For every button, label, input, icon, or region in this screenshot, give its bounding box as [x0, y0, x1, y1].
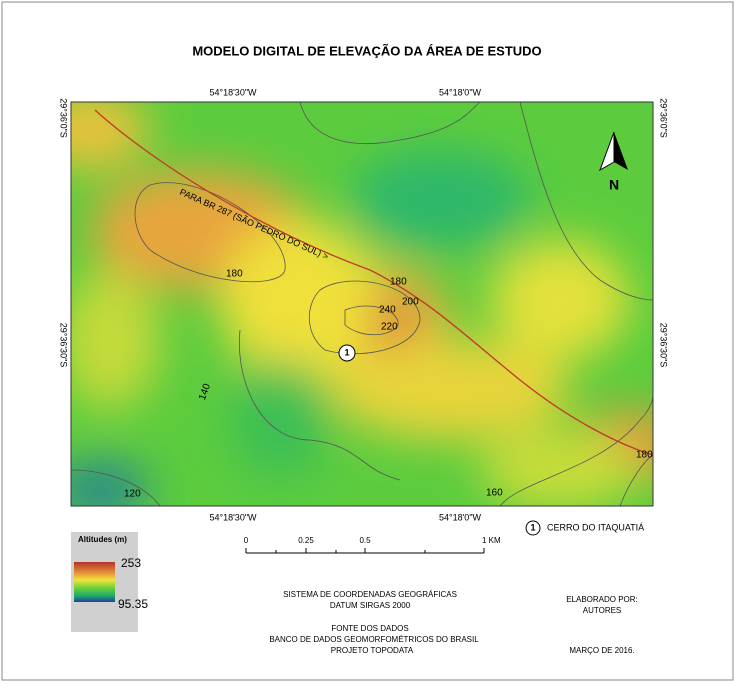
north-arrow: N — [599, 131, 628, 193]
title: MODELO DIGITAL DE ELEVAÇÃO DA ÁREA DE ES… — [192, 43, 541, 58]
legend-title: Altitudes (m) — [78, 535, 127, 544]
lat-label: 29°36'0"S — [659, 98, 669, 138]
road — [94, 109, 653, 456]
site-marker-label: 1 — [344, 347, 349, 357]
credit: ELABORADO POR: — [566, 595, 638, 604]
contour-label: 180 — [390, 277, 407, 288]
scale-label: 0.5 — [359, 536, 371, 545]
scale-label: 1 KM — [482, 536, 501, 545]
lon-label: 54°18'30"W — [209, 87, 257, 97]
scale-label: 0 — [244, 536, 249, 545]
lon-label: 54°18'30"W — [209, 512, 257, 522]
site-legend-name: CERRO DO ITAQUATIÁ — [547, 522, 644, 532]
contour-label: 160 — [486, 488, 503, 499]
legend-max: 253 — [121, 556, 141, 570]
scale-label: 0.25 — [298, 536, 314, 545]
site-marker — [338, 344, 356, 362]
elevation-map — [71, 102, 653, 506]
contour-label: 180 — [226, 269, 243, 280]
legend-ramp — [74, 562, 115, 602]
contour-label: 180 — [636, 450, 653, 461]
scale-bar — [245, 548, 485, 554]
credit: AUTORES — [583, 606, 622, 615]
lat-label: 29°36'30"S — [59, 323, 69, 368]
contour-label: 200 — [402, 297, 419, 308]
lat-label: 29°36'0"S — [59, 98, 69, 138]
legend-min: 95.35 — [118, 597, 148, 611]
note: SISTEMA DE COORDENADAS GEOGRÁFICAS — [283, 590, 457, 599]
credit: MARÇO DE 2016. — [569, 646, 634, 655]
note: FONTE DOS DADOS — [331, 624, 408, 633]
lon-label: 54°18'0"W — [439, 87, 482, 97]
site-legend-number: 1 — [530, 522, 535, 532]
north-label: N — [609, 177, 619, 193]
contour-label: 120 — [124, 489, 141, 500]
note: PROJETO TOPODATA — [331, 646, 414, 655]
lat-label: 29°36'30"S — [659, 323, 669, 368]
lon-label: 54°18'0"W — [439, 512, 482, 522]
contour-label: 220 — [381, 322, 398, 333]
note: DATUM SIRGAS 2000 — [330, 601, 411, 610]
site-legend-marker — [525, 520, 541, 536]
note: BANCO DE DADOS GEOMORFOMÉTRICOS DO BRASI… — [269, 635, 479, 644]
map-frame — [70, 101, 654, 507]
contour-label: 240 — [379, 305, 396, 316]
